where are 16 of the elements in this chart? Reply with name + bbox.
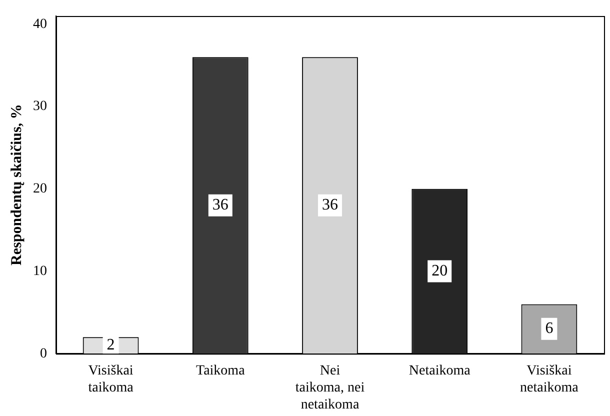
data-label: 20 — [432, 262, 448, 280]
data-label: 2 — [106, 336, 115, 354]
y-axis-title: Respondentų skaičius, % — [8, 104, 25, 266]
y-tick-label: 20 — [33, 182, 47, 197]
y-tick-label: 40 — [33, 16, 47, 32]
y-tick-label: 0 — [40, 346, 47, 362]
data-label: 6 — [545, 320, 554, 338]
x-tick-label: Taikoma — [196, 364, 246, 379]
data-label: 36 — [212, 196, 228, 214]
x-tick-label: Visiškai taikoma — [88, 364, 134, 396]
y-tick-label: 10 — [33, 264, 47, 279]
x-tick-label: Netaikoma — [408, 364, 472, 379]
x-tick-label: Visiškai netaikoma — [520, 364, 580, 396]
data-label: 36 — [322, 196, 338, 214]
y-tick-label: 30 — [33, 99, 47, 114]
x-tick-label: Nei taikoma, nei netaikoma — [295, 364, 365, 412]
